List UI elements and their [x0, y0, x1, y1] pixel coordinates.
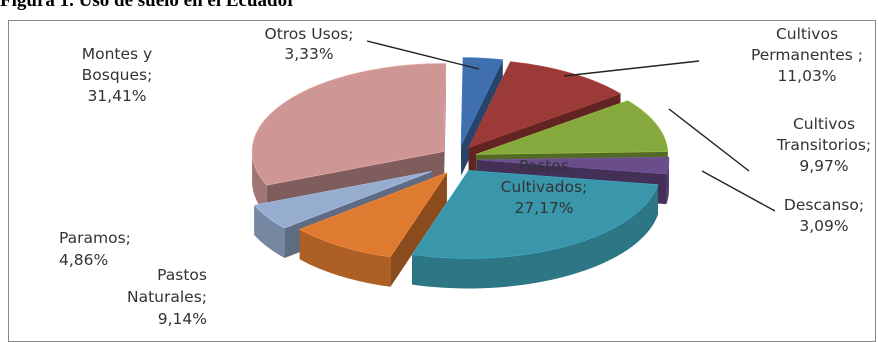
slice-top-otros-usos	[460, 57, 504, 146]
slice-wall	[412, 184, 658, 289]
label-montes-bosques: Montes y Bosques; 31,41%	[82, 45, 153, 105]
leader-line	[563, 60, 700, 77]
slice-top-descanso	[476, 156, 670, 175]
leader-line	[701, 170, 776, 212]
label-cultivos-transitorios: Cultivos Transitorios; 9,97%	[776, 115, 871, 175]
slice-wall	[299, 229, 391, 287]
slice-top-cultivos-permanentes	[468, 61, 622, 149]
slice-top-cultivos-transitorios	[475, 100, 669, 155]
slice-top-pastos-cultivados	[411, 170, 659, 259]
label-cultivos-permanentes: Cultivos Permanentes ; 11,03%	[751, 25, 863, 85]
pie-slices	[251, 57, 670, 289]
data-labels: Otros Usos; 3,33% Cultivos Permanentes ; 11,…	[59, 25, 871, 328]
slice-wall	[252, 151, 267, 216]
slice-montes-y-bosques	[251, 63, 447, 216]
slice-pastos-naturales	[299, 172, 448, 287]
label-pastos-naturales: Pastos Naturales; 9,14%	[127, 266, 207, 328]
leader-line	[668, 108, 750, 172]
slice-wall	[666, 159, 669, 205]
figure-caption: Figura 1. Uso de suelo en el Ecuador	[0, 0, 296, 11]
chart-frame: Otros Usos; 3,33% Cultivos Permanentes ; 11,…	[8, 20, 876, 342]
slice-top-paramos	[253, 171, 432, 229]
slice-wall	[254, 205, 285, 259]
pie-chart: Otros Usos; 3,33% Cultivos Permanentes ; 11,…	[59, 25, 871, 328]
label-pastos-cultivados: Pastos Cultivados; 27,17%	[501, 157, 588, 217]
leader-line	[366, 40, 480, 70]
slice-pastos-cultivados	[411, 170, 659, 289]
label-descanso: Descanso; 3,09%	[784, 196, 864, 235]
slice-top-pastos-naturales	[299, 172, 448, 258]
label-paramos: Paramos; 4,86%	[59, 229, 131, 269]
label-otros-usos: Otros Usos; 3,33%	[265, 25, 354, 63]
slice-top-montes-y-bosques	[251, 63, 447, 186]
